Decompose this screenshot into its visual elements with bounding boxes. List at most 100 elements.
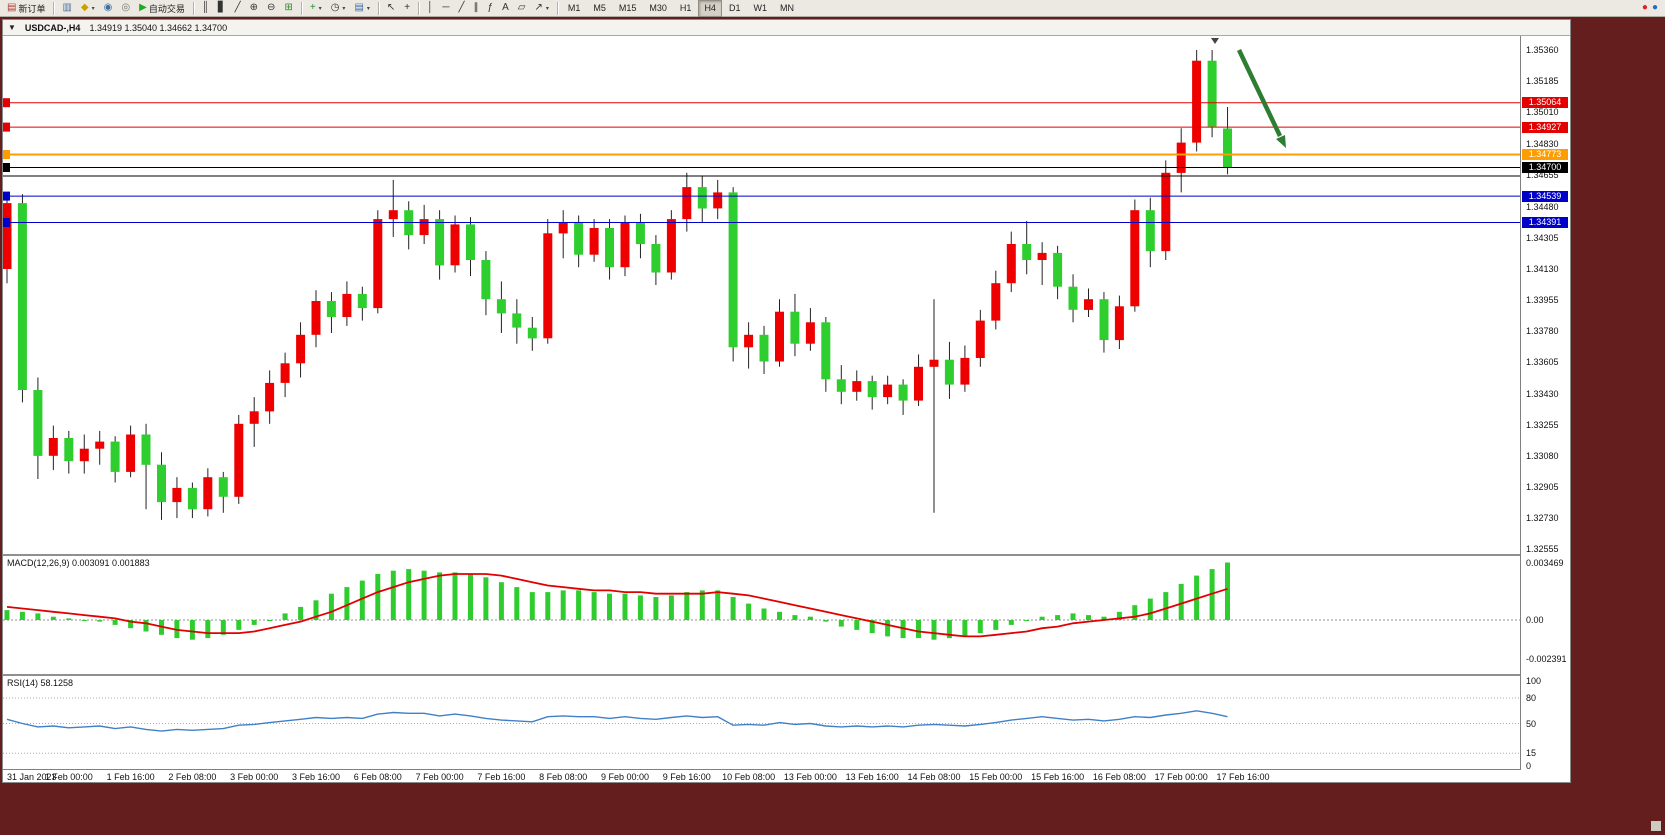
candle-bullish [666,219,676,273]
price-axis-label: 1.33430 [1526,388,1559,399]
chart-title-bar: ▼ USDCAD-,H4 1.34919 1.35040 1.34662 1.3… [3,20,1570,36]
rsi-axis-label: 15 [1526,748,1537,759]
price-axis-label: 1.34480 [1526,201,1559,212]
timeframe-d1-button[interactable]: D1 [728,3,741,13]
macd-histogram-bar [715,590,721,620]
main-chart-plot[interactable] [3,36,1520,554]
price-axis-label: 1.33080 [1526,450,1559,461]
resize-grip[interactable] [1651,821,1661,831]
rsi-panel[interactable] [3,676,1520,769]
candle-bearish [141,434,151,465]
bar-chart-button[interactable]: ║ [198,0,213,17]
new-order-button[interactable]: ▤ 新订单 [3,0,49,17]
one-click-trading-toggle[interactable]: ▼ [8,23,16,32]
help-icon[interactable]: ● [1651,2,1658,13]
timeframe-mn-button[interactable]: MN [779,3,794,13]
price-axis[interactable]: 1.35360 1.35185 1.35010 1.34830 1.34655 1.344… [1520,36,1570,771]
candle-chart-button[interactable]: ▋ [214,0,230,17]
chart-shift-marker-icon[interactable] [1211,38,1219,44]
dropdown-caret-icon: ▾ [366,5,370,12]
candle-bullish [419,219,429,236]
macd-histogram-bar [344,587,350,620]
support-line-upper-left-marker [3,191,10,201]
tile-windows-button[interactable]: ⊞ [280,0,296,17]
profiles-button[interactable]: ◆ ▾ [77,0,99,17]
price-axis-label: 1.34130 [1526,263,1559,274]
support-line-lower-left-marker [3,218,10,227]
candle-bullish [126,434,136,472]
shapes-button[interactable]: ▱ [514,0,530,17]
horizontal-line-button[interactable]: ─ [438,0,453,17]
timeframe-h4-button[interactable]: H4 [698,0,722,17]
timeframe-w1-button[interactable]: W1 [753,3,767,13]
candle-chart-icon: ▋ [217,2,226,13]
line-chart-button[interactable]: ╱ [231,0,245,17]
macd-histogram-bar [854,620,860,630]
macd-histogram-bar [97,620,103,622]
macd-signal-line [6,573,1228,638]
time-axis-label: 13 Feb 16:00 [845,772,899,782]
dropdown-caret-icon: ▾ [318,5,322,12]
macd-histogram-bar [35,613,41,620]
time-axis-label: 8 Feb 08:00 [539,772,588,782]
price-axis-label: 1.35360 [1526,45,1559,55]
pivot-line-orange-left-marker [3,150,10,159]
market-watch-button[interactable]: ◉ [100,0,117,17]
candle-bullish [172,487,182,503]
text-button[interactable]: A [498,0,513,17]
time-axis[interactable]: 31 Jan 2023 1 Feb 00:00 1 Feb 16:00 2 Feb 0… [3,770,1570,782]
candle-bullish [1161,172,1171,252]
templates-button[interactable]: ▤ ▾ [350,0,373,17]
price-axis-label: 1.33955 [1526,295,1559,306]
fibonacci-button[interactable]: ƒ [484,0,498,17]
macd-histogram-bar [220,620,226,635]
time-axis-label: 7 Feb 00:00 [415,772,464,782]
zoom-out-button[interactable]: ⊖ [263,0,279,17]
current-price-line-left-marker [3,163,10,172]
candle-bearish [821,322,831,380]
candle-bullish [775,311,784,362]
zoom-in-button[interactable]: ⊕ [246,0,262,17]
macd-histogram-bar [777,611,782,620]
timeframe-h1-button[interactable]: H1 [679,3,692,13]
crosshair-button[interactable]: + [400,0,414,17]
trendline-button[interactable]: ╱ [454,0,468,17]
cursor-button[interactable]: ↖ [383,0,399,17]
time-axis-label: 9 Feb 16:00 [662,772,711,782]
timeframe-m30-button[interactable]: M30 [649,3,667,13]
time-axis-label: 14 Feb 08:00 [907,772,961,782]
arrows-button[interactable]: ↗ ▾ [530,0,552,17]
candle-bearish [728,192,738,348]
rsi-axis-label: 0 [1526,761,1532,771]
macd-histogram-bar [545,592,551,620]
vertical-line-button[interactable]: │ [423,0,437,17]
autotrade-button[interactable]: ▶ 自动交易 [135,0,189,17]
timeframe-m1-button[interactable]: M1 [567,3,581,13]
candle-bullish [280,363,290,383]
channel-button[interactable]: ∥ [470,0,483,17]
price-axis-label: 1.32905 [1526,481,1559,492]
indicators-button[interactable]: + ▾ [306,0,326,17]
macd-histogram-bar [1225,562,1230,620]
toolbar-separator [53,1,55,15]
timeframe-m5-button[interactable]: M5 [593,3,606,13]
trend-arrow-head [1276,135,1286,148]
zoom-out-icon: ⊖ [267,2,276,13]
candle-bullish [373,219,383,309]
periods-button[interactable]: ◷ ▾ [327,0,350,17]
navigator-button[interactable]: ◎ [117,0,134,17]
charts-grid-button[interactable]: ▥ [58,0,75,17]
rsi-axis-label: 50 [1526,718,1537,729]
mql5-community-icon[interactable]: ● [1641,2,1648,13]
candle-bullish [883,384,893,398]
macd-histogram-bar [205,620,211,639]
timeframe-m15-button[interactable]: M15 [618,3,637,13]
chart-ohlc-values: 1.34919 1.35040 1.34662 1.34700 [89,22,228,33]
candle-bearish [218,477,228,497]
panel-divider-rsi[interactable] [3,674,1570,676]
macd-panel[interactable] [3,556,1520,674]
panel-divider-macd[interactable] [3,554,1570,556]
macd-histogram-bar [916,620,921,639]
macd-histogram-bar [251,620,257,625]
trend-arrow-line[interactable] [1236,49,1283,137]
